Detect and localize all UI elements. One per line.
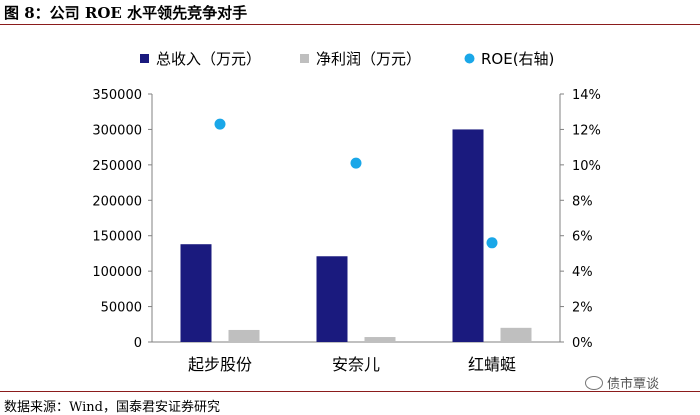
right-tick-label: 10% [572, 159, 601, 174]
roe-points [214, 118, 498, 249]
left-tick-label: 50000 [101, 301, 142, 316]
right-tick-label: 14% [572, 88, 601, 103]
legend-roe-swatch [464, 53, 475, 64]
legend: 总收入（万元） 净利润（万元） ROE(右轴) [140, 50, 554, 68]
category-labels: 起步股份 安奈儿 红蜻蜓 [188, 355, 516, 374]
legend-profit-swatch [300, 54, 309, 63]
profit-bar [364, 337, 396, 342]
category-label: 安奈儿 [332, 355, 380, 374]
left-tick-label: 350000 [92, 88, 142, 103]
bottom-rule [0, 391, 700, 392]
figure-title: 图 8：公司 ROE 水平领先竞争对手 [4, 4, 248, 22]
legend-revenue-swatch [140, 54, 149, 63]
wechat-icon [585, 375, 603, 390]
right-tick-label: 12% [572, 123, 601, 138]
right-tick-label: 2% [572, 301, 593, 316]
legend-profit: 净利润（万元） [300, 50, 421, 68]
top-rule [0, 24, 700, 25]
legend-roe-label: ROE(右轴) [481, 50, 554, 68]
category-label: 红蜻蜓 [468, 355, 516, 374]
profit-bar [228, 329, 260, 342]
legend-roe: ROE(右轴) [464, 50, 554, 68]
left-tick-label: 300000 [92, 123, 142, 138]
left-tick-label: 150000 [92, 230, 142, 245]
right-tick-label: 6% [572, 230, 593, 245]
source-note: 数据来源：Wind，国泰君安证券研究 [4, 400, 220, 415]
revenue-bar [180, 244, 212, 342]
chart: 总收入（万元） 净利润（万元） ROE(右轴) 0 50000 100000 150000… [92, 50, 601, 374]
revenue-bar [316, 256, 348, 342]
legend-revenue: 总收入（万元） [140, 50, 261, 68]
legend-profit-label: 净利润（万元） [316, 50, 421, 68]
watermark: 债市覃谈 [585, 373, 659, 392]
roe-point [214, 118, 226, 130]
left-axis: 0 50000 100000 150000 200000 250000 300000 3500… [92, 88, 560, 351]
left-tick-label: 200000 [92, 194, 142, 209]
right-tick-label: 4% [572, 265, 593, 280]
profit-bar [500, 327, 532, 342]
roe-point [486, 237, 498, 249]
left-tick-label: 250000 [92, 159, 142, 174]
category-label: 起步股份 [188, 355, 252, 374]
right-tick-label: 0% [572, 336, 593, 351]
right-tick-label: 8% [572, 194, 593, 209]
revenue-bar [452, 129, 484, 342]
left-tick-label: 0 [134, 336, 142, 351]
bars [180, 129, 532, 342]
right-axis: 0% 2% 4% 6% 8% 10% 12% 14% [559, 88, 601, 351]
legend-revenue-label: 总收入（万元） [156, 50, 261, 68]
watermark-text: 债市覃谈 [607, 377, 660, 392]
left-tick-label: 100000 [92, 265, 142, 280]
roe-point [350, 157, 362, 169]
